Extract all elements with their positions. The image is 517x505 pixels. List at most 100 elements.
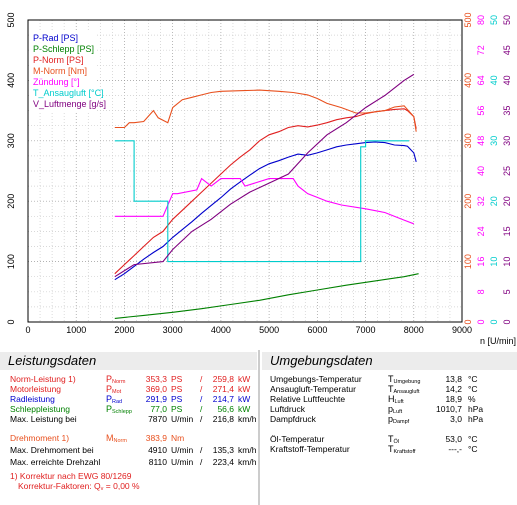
row-unit-1: PS <box>171 384 183 394</box>
row-unit-2: kW <box>238 394 251 404</box>
y-tick-label: 100 <box>6 254 16 269</box>
row-unit-2: kW <box>238 384 251 394</box>
legend-entry: M-Norm [Nm] <box>33 66 87 76</box>
x-tick-label: 7000 <box>356 325 376 335</box>
right-axis-tick-airflow: 20 <box>502 196 512 206</box>
row-value-2: 271,4 <box>212 384 234 394</box>
row-value-1: 7870 <box>148 414 167 424</box>
env-unit: hPa <box>468 414 484 424</box>
env-symbol: pLuft <box>388 404 403 415</box>
series-line <box>114 141 417 281</box>
row-value-1: 4910 <box>148 445 167 455</box>
env-unit: °C <box>468 384 478 394</box>
env-label: Luftdruck <box>270 404 305 414</box>
x-tick-label: 2000 <box>114 325 134 335</box>
right-axis-tick-airflow: 0 <box>502 319 512 324</box>
footnote-factors-value: = 0,00 % <box>103 481 140 491</box>
right-axis-tick-torque: 100 <box>463 254 473 269</box>
row-label: Max. Drehmoment bei <box>10 445 94 455</box>
env-symbol-sub: Dampf <box>393 419 410 425</box>
row-symbol-sub: Norm <box>113 438 127 444</box>
row-unit-2: kW <box>238 404 251 414</box>
row-symbol-sub: Norm <box>112 379 126 385</box>
row-value-2: 214,7 <box>212 394 234 404</box>
row-sep: / <box>200 445 203 455</box>
x-axis-title: n [U/min] <box>480 336 516 346</box>
x-tick-label: 4000 <box>211 325 231 335</box>
y-tick-label: 300 <box>6 133 16 148</box>
row-unit-1: PS <box>171 394 183 404</box>
row-unit-1: PS <box>171 374 183 384</box>
row-label: Motorleistung <box>10 384 62 394</box>
env-value: 18,9 <box>445 394 462 404</box>
y-tick-label: 400 <box>6 73 16 88</box>
env-symbol: TKraftstoff <box>388 444 416 455</box>
right-axis-tick-airflow: 45 <box>502 45 512 55</box>
x-tick-label: 8000 <box>404 325 424 335</box>
env-symbol: pDampf <box>388 414 410 425</box>
legend-entry: P-Rad [PS] <box>33 33 78 43</box>
plot-frame <box>27 19 463 323</box>
right-axis-tick-ignition: 8 <box>476 289 486 294</box>
env-unit: °C <box>468 444 478 454</box>
footnote-correction: 1) Korrektur nach EWG 80/1269 <box>10 471 132 481</box>
env-value: 3,0 <box>450 414 462 424</box>
right-axis-tick-torque: 0 <box>463 319 473 324</box>
env-value: 53,0 <box>445 434 462 444</box>
env-symbol-sub: Umgebung <box>393 379 421 385</box>
env-unit: °C <box>468 374 478 384</box>
environment-data-title: Umgebungsdaten <box>262 352 517 370</box>
row-value-2: 223,4 <box>212 457 234 467</box>
panel-divider <box>258 350 260 505</box>
series-line <box>114 73 415 278</box>
right-axis-tick-torque: 200 <box>463 194 473 209</box>
row-label: Max. erreichte Drehzahl <box>10 457 101 467</box>
row-value-2: 259,8 <box>212 374 234 384</box>
row-value-2: 56,6 <box>217 404 234 414</box>
legend-entry: P-Schlepp [PS] <box>33 44 94 54</box>
env-label: Kraftstoff-Temperatur <box>270 444 350 454</box>
row-value-2: 216,8 <box>212 414 234 424</box>
x-tick-label: 5000 <box>259 325 279 335</box>
series-line <box>114 177 414 225</box>
env-label: Relative Luftfeuchte <box>270 394 346 404</box>
right-axis-tick-torque: 300 <box>463 133 473 148</box>
series-line <box>114 140 409 263</box>
x-tick-label: 9000 <box>452 325 472 335</box>
env-label: Umgebungs-Temperatur <box>270 374 362 384</box>
right-axis-tick-ignition: 56 <box>476 106 486 116</box>
chart-legend: P-Rad [PS]P-Schlepp [PS]P-Norm [PS]M-Nor… <box>29 31 106 113</box>
x-tick-label: 0 <box>25 325 30 335</box>
row-value-1: 8110 <box>148 457 167 467</box>
right-axis-tick-airflow: 15 <box>502 226 512 236</box>
right-axis-tick-ignition: 72 <box>476 45 486 55</box>
row-symbol: PRad <box>106 394 123 405</box>
row-label: Drehmoment 1) <box>10 433 70 443</box>
environment-data-panel: Umgebungsdaten Umgebungs-Temperatur TUmge… <box>262 350 517 505</box>
row-unit-2: km/h <box>238 457 257 467</box>
row-unit-2: km/h <box>238 414 257 424</box>
right-axis-tick-torque: 400 <box>463 73 473 88</box>
row-value-1: 353,3 <box>145 374 167 384</box>
row-symbol: PSchlepp <box>106 404 132 415</box>
right-axis-tick-intake_temp: 40 <box>489 75 499 85</box>
right-axis-tick-ignition: 24 <box>476 226 486 236</box>
row-sep: / <box>200 414 203 424</box>
right-axis-tick-airflow: 50 <box>502 15 512 25</box>
env-symbol: TÖl <box>388 434 399 445</box>
right-axis-tick-ignition: 32 <box>476 196 486 206</box>
right-axis-tick-airflow: 25 <box>502 166 512 176</box>
right-axis-tick-ignition: 64 <box>476 75 486 85</box>
row-label: Radleistung <box>10 394 55 404</box>
row-unit-1: U/min <box>171 445 194 455</box>
row-unit-1: U/min <box>171 457 194 467</box>
right-axis-tick-ignition: 40 <box>476 166 486 176</box>
y-tick-label: 200 <box>6 194 16 209</box>
row-value-1: 383,9 <box>145 433 167 443</box>
row-sep: / <box>200 384 203 394</box>
power-data-title: Leistungsdaten <box>0 352 257 370</box>
env-value: 1010,7 <box>436 404 462 414</box>
env-symbol-sub: Öl <box>393 439 400 445</box>
legend-box <box>29 31 97 113</box>
